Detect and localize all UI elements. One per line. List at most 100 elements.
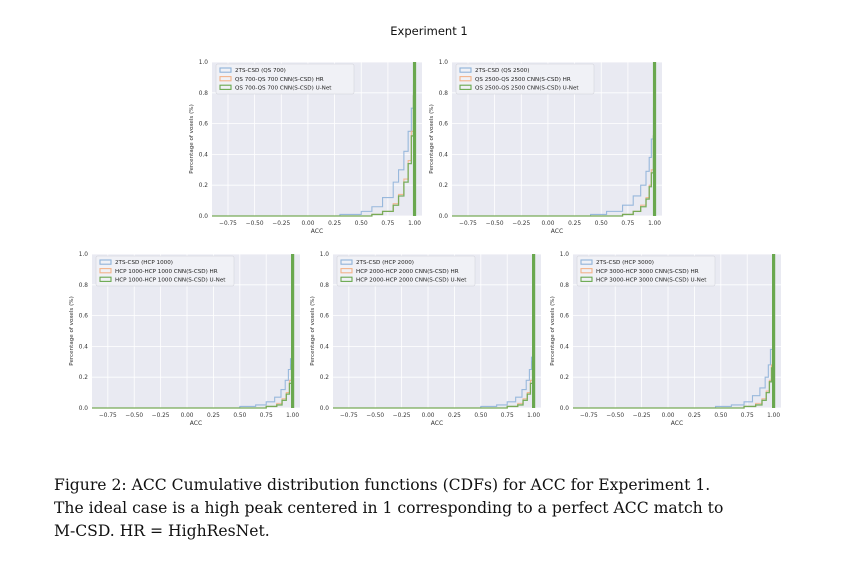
legend-box <box>455 63 595 95</box>
x-tick-label: −0.75 <box>459 221 477 227</box>
legend-swatch <box>580 276 593 282</box>
x-tick-label: 0.00 <box>662 413 675 419</box>
x-axis-label: ACC <box>551 228 563 235</box>
caption-line: M-CSD. HR = HighResNet. <box>54 522 270 540</box>
legend-swatch <box>459 67 472 73</box>
chart-grid: −0.75 −0.50 −0.25 0.00 0.25 0.50 0.75 1.00 0.0 0.… <box>69 60 781 427</box>
x-tick-label: 0.50 <box>714 413 727 419</box>
legend-box <box>336 255 476 287</box>
x-tick-label: −0.50 <box>125 413 143 419</box>
chart-panel-3: −0.75 −0.50 −0.25 0.00 0.25 0.50 0.75 1.00 0.0 0.… <box>69 252 300 427</box>
y-tick-label: 0.2 <box>199 183 209 189</box>
figure-title: Experiment 1 <box>390 24 468 38</box>
x-tick-label: −0.50 <box>366 413 384 419</box>
legend-label: HCP 1000-HCP 1000 CNN(S-CSD) HR <box>115 269 218 275</box>
peak-bar <box>652 62 657 216</box>
figure-caption: Figure 2: ACC Cumulative distribution fu… <box>54 474 790 543</box>
x-tick-label: −0.25 <box>393 413 411 419</box>
legend-swatch <box>219 84 232 90</box>
legend-label: HCP 3000-HCP 3000 CNN(S-CSD) U-Net <box>596 277 707 283</box>
y-tick-label: 0.0 <box>199 214 209 220</box>
y-tick-label: 0.8 <box>79 283 89 289</box>
caption-line: Figure 2: ACC Cumulative distribution fu… <box>54 476 711 494</box>
legend-swatch <box>580 268 593 274</box>
legend-label: QS 700-QS 700 CNN(S-CSD) HR <box>235 77 324 83</box>
legend-label: QS 2500-QS 2500 CNN(S-CSD) U-Net <box>475 85 579 91</box>
y-axis-label: Percentage of voxels (%) <box>189 104 195 173</box>
chart-panel-1: −0.75 −0.50 −0.25 0.00 0.25 0.50 0.75 1.00 0.0 0.… <box>189 60 422 235</box>
legend-label: 2TS-CSD (HCP 2000) <box>356 260 414 266</box>
y-tick-label: 0.4 <box>199 152 209 158</box>
y-tick-label: 0.6 <box>560 314 570 320</box>
chart-panel-5: −0.75 −0.50 −0.25 0.00 0.25 0.50 0.75 1.00 0.0 0.… <box>550 252 781 427</box>
y-tick-label: 0.8 <box>439 91 449 97</box>
legend: 2TS-CSD (HCP 2000) HCP 2000-HCP 2000 CNN(… <box>336 255 476 287</box>
y-tick-label: 0.4 <box>79 344 89 350</box>
y-axis-label: Percentage of voxels (%) <box>310 296 316 365</box>
x-tick-label: 0.00 <box>422 413 435 419</box>
x-tick-label: 0.50 <box>355 221 368 227</box>
peak-bar <box>412 62 417 216</box>
x-tick-label: −0.75 <box>219 221 237 227</box>
x-tick-label: 0.00 <box>181 413 194 419</box>
legend-swatch <box>340 268 353 274</box>
y-tick-label: 0.0 <box>439 214 449 220</box>
peak-bar <box>772 254 776 408</box>
y-tick-label: 0.4 <box>560 344 570 350</box>
legend-label: QS 2500-QS 2500 CNN(S-CSD) HR <box>475 77 571 83</box>
y-axis-label: Percentage of voxels (%) <box>69 296 75 365</box>
x-tick-label: 0.25 <box>568 221 581 227</box>
x-tick-label: 0.25 <box>688 413 701 419</box>
x-tick-label: 0.50 <box>233 413 246 419</box>
legend-box <box>215 63 355 95</box>
x-tick-label: 0.75 <box>260 413 273 419</box>
y-tick-label: 0.6 <box>439 122 449 128</box>
peak-bar <box>291 254 295 408</box>
x-tick-label: 1.00 <box>286 413 299 419</box>
x-tick-label: −0.25 <box>512 221 530 227</box>
chart-panel-2: −0.75 −0.50 −0.25 0.00 0.25 0.50 0.75 1.00 0.0 0.… <box>429 60 662 235</box>
legend-label: 2TS-CSD (QS 700) <box>235 68 286 74</box>
x-tick-label: 0.00 <box>301 221 314 227</box>
y-tick-label: 0.8 <box>199 91 209 97</box>
y-tick-label: 0.4 <box>439 152 449 158</box>
x-tick-label: 1.00 <box>648 221 661 227</box>
y-tick-label: 0.0 <box>79 406 89 412</box>
x-axis-label: ACC <box>190 420 202 427</box>
x-axis-label: ACC <box>431 420 443 427</box>
x-tick-label: −0.75 <box>340 413 358 419</box>
y-tick-label: 0.2 <box>560 375 570 381</box>
legend-box <box>576 255 716 287</box>
y-tick-label: 0.0 <box>320 406 330 412</box>
y-tick-label: 1.0 <box>439 60 449 66</box>
legend: 2TS-CSD (HCP 1000) HCP 1000-HCP 1000 CNN(… <box>95 255 235 287</box>
y-tick-label: 0.2 <box>79 375 89 381</box>
y-tick-label: 0.4 <box>320 344 330 350</box>
y-tick-label: 1.0 <box>79 252 89 258</box>
x-tick-label: −0.75 <box>580 413 598 419</box>
x-tick-label: −0.50 <box>606 413 624 419</box>
caption-line: The ideal case is a high peak centered i… <box>54 499 724 517</box>
x-tick-label: −0.50 <box>486 221 504 227</box>
y-tick-label: 0.8 <box>560 283 570 289</box>
legend-swatch <box>459 76 472 82</box>
x-tick-label: 1.00 <box>408 221 421 227</box>
x-tick-label: 0.50 <box>595 221 608 227</box>
x-tick-label: −0.25 <box>152 413 170 419</box>
x-tick-label: −0.75 <box>99 413 117 419</box>
y-tick-label: 0.6 <box>320 314 330 320</box>
legend-swatch <box>99 268 112 274</box>
x-axis-label: ACC <box>671 420 683 427</box>
y-tick-label: 1.0 <box>560 252 570 258</box>
y-axis-label: Percentage of voxels (%) <box>550 296 556 365</box>
x-tick-label: 0.00 <box>541 221 554 227</box>
x-tick-label: 0.75 <box>501 413 514 419</box>
y-tick-label: 1.0 <box>199 60 209 66</box>
legend-swatch <box>219 76 232 82</box>
legend-swatch <box>99 276 112 282</box>
legend-label: HCP 2000-HCP 2000 CNN(S-CSD) U-Net <box>356 277 467 283</box>
legend-swatch <box>99 259 112 265</box>
legend-label: QS 700-QS 700 CNN(S-CSD) U-Net <box>235 85 332 91</box>
legend: 2TS-CSD (QS 700) QS 700-QS 700 CNN(S-CSD)… <box>215 63 355 95</box>
legend-swatch <box>340 276 353 282</box>
